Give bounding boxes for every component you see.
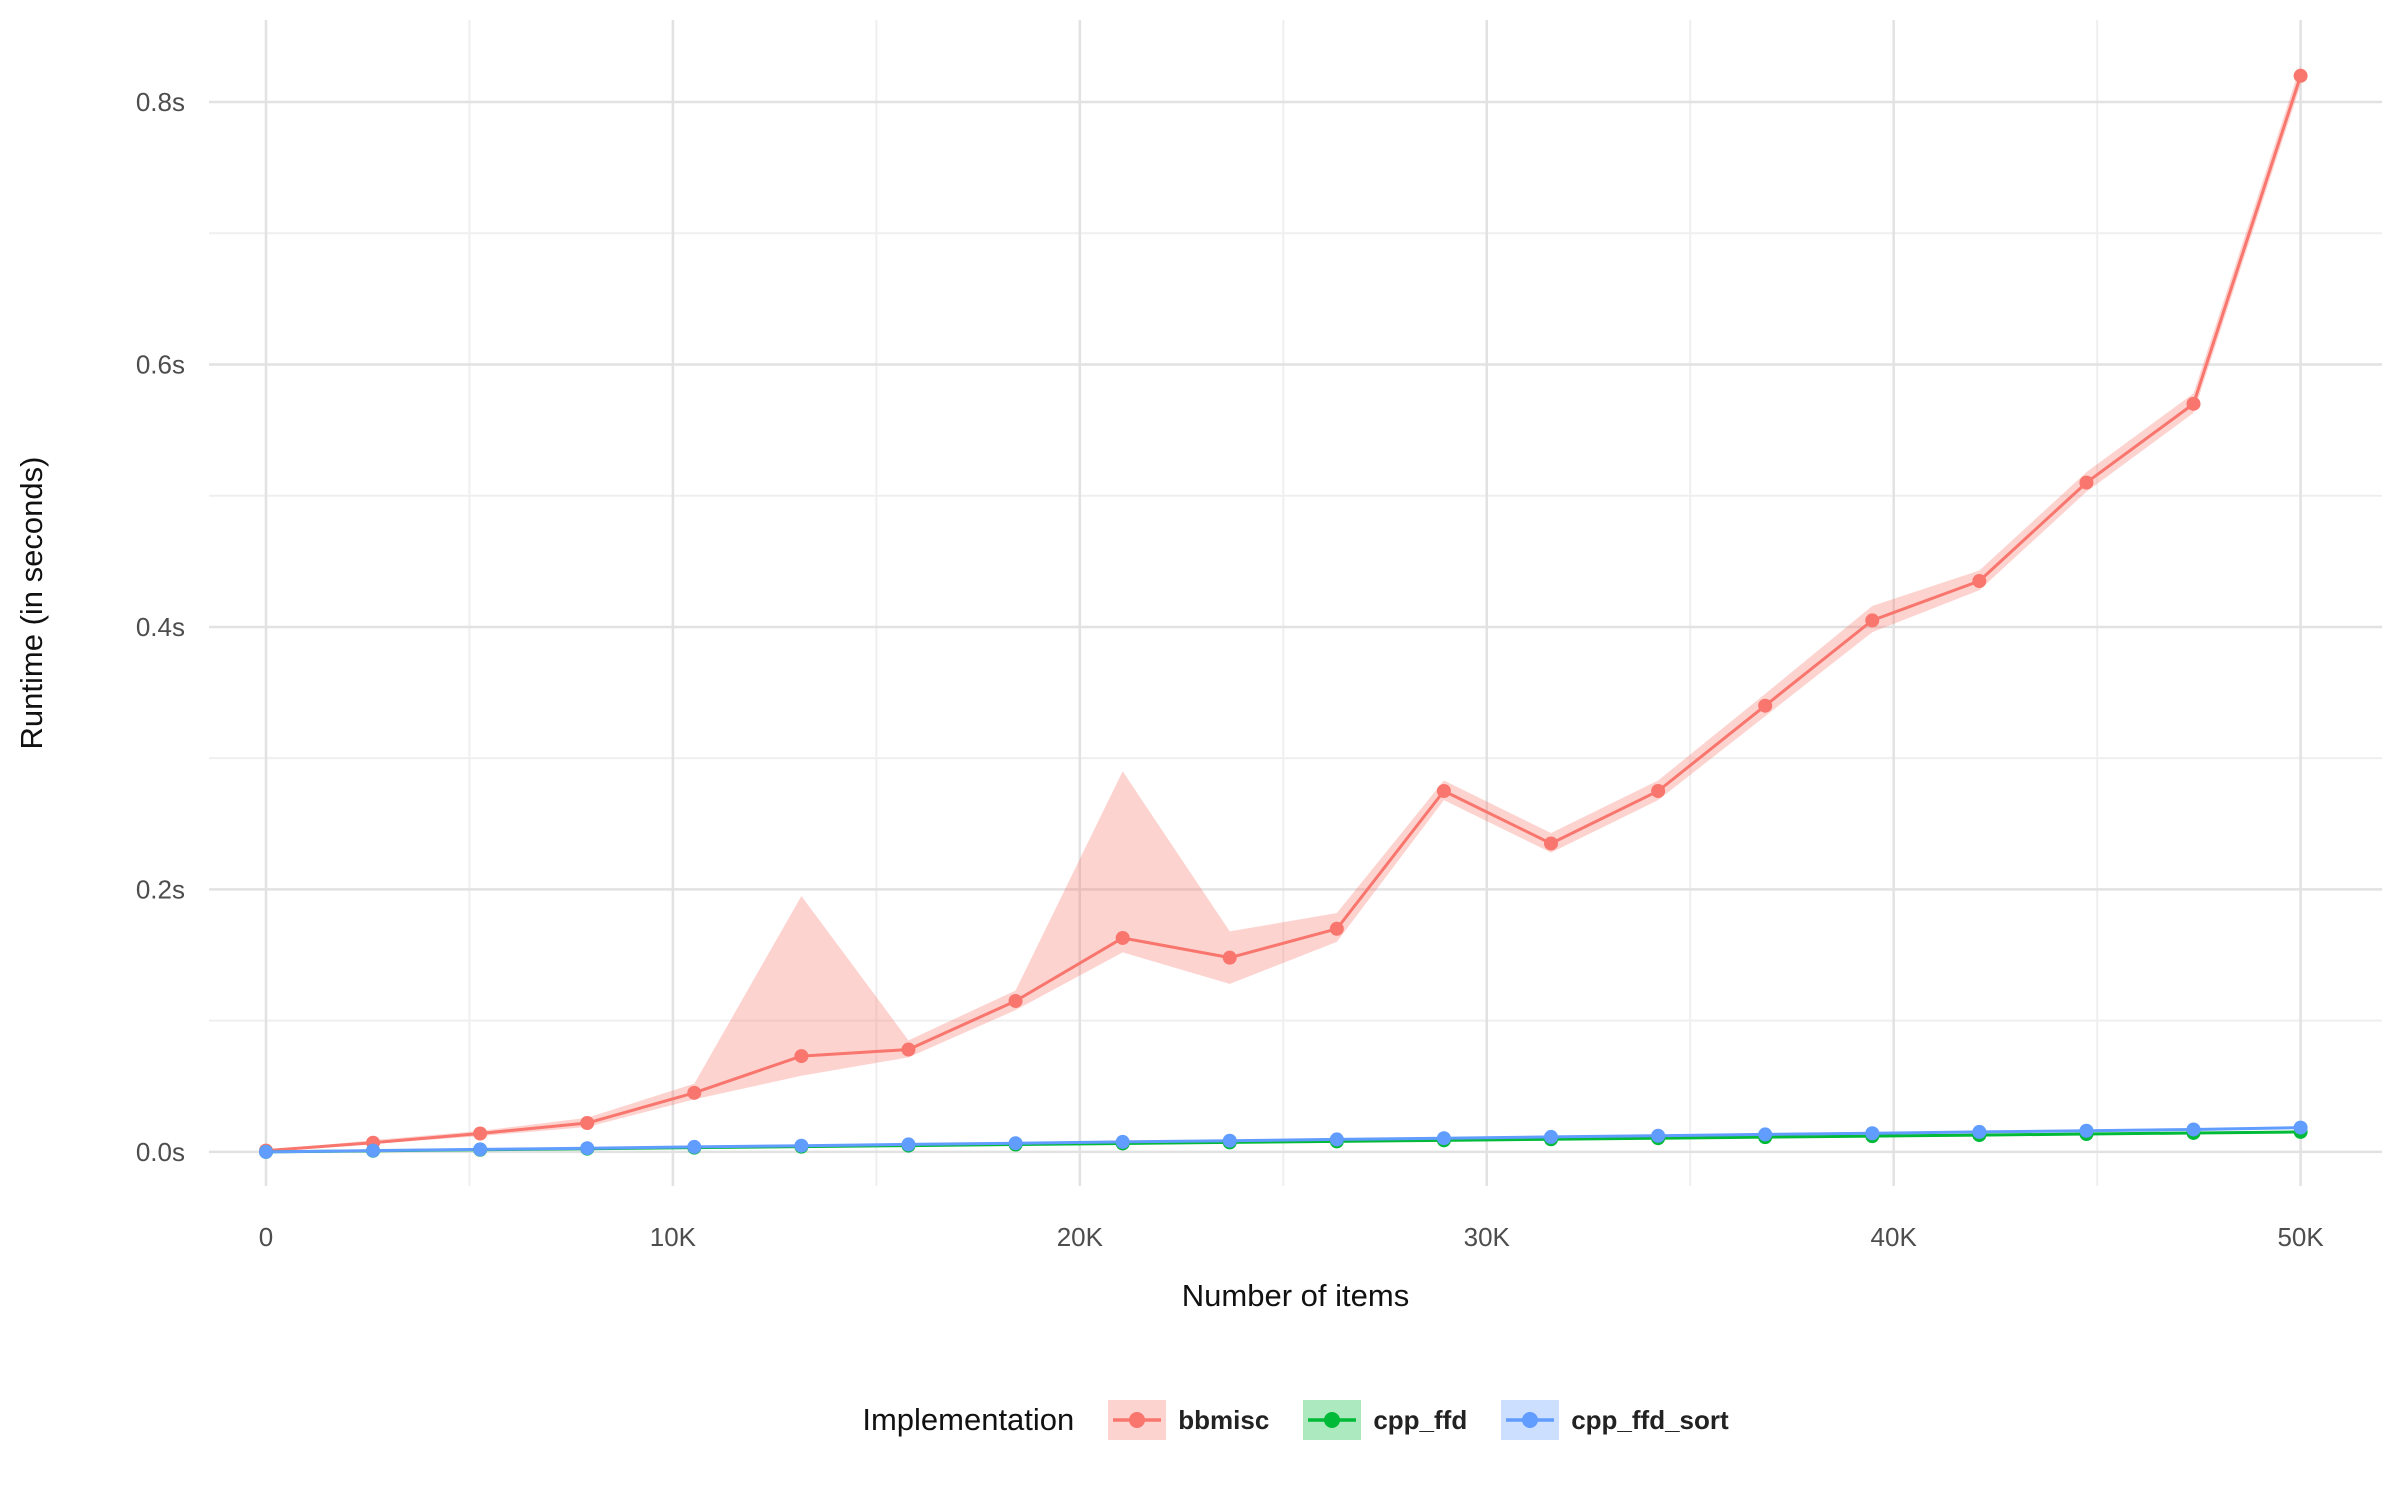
series-lines bbox=[264, 74, 2303, 1154]
legend-key-bbmisc bbox=[1108, 1400, 1167, 1440]
data-point-cpp_ffd_sort bbox=[258, 1144, 273, 1159]
data-point-cpp_ffd_sort bbox=[1651, 1128, 1666, 1143]
data-point-cpp_ffd_sort bbox=[1008, 1136, 1023, 1151]
x-axis-tick-labels: 0 10K 20K 30K 40K 50K bbox=[259, 1222, 2325, 1252]
data-point-cpp_ffd_sort bbox=[687, 1139, 702, 1154]
series-points bbox=[258, 68, 2308, 1159]
legend-item-cpp_ffd: cpp_ffd bbox=[1303, 1400, 1467, 1440]
data-point-bbmisc bbox=[1329, 921, 1344, 936]
legend-label-bbmisc: bbmisc bbox=[1178, 1404, 1270, 1435]
data-point-bbmisc bbox=[1865, 613, 1880, 628]
x-axis-title: Number of items bbox=[1181, 1278, 1410, 1313]
data-point-bbmisc bbox=[2186, 396, 2201, 411]
data-point-cpp_ffd_sort bbox=[901, 1137, 916, 1152]
y-tick-label: 0.0s bbox=[136, 1137, 185, 1167]
data-point-cpp_ffd_sort bbox=[2293, 1120, 2308, 1135]
x-tick-label: 40K bbox=[1871, 1222, 1918, 1252]
data-point-cpp_ffd_sort bbox=[1865, 1126, 1880, 1141]
gridlines-major bbox=[209, 20, 2382, 1186]
legend-label-cpp_ffd_sort: cpp_ffd_sort bbox=[1571, 1404, 1729, 1435]
data-point-bbmisc bbox=[2079, 475, 2094, 490]
y-tick-label: 0.8s bbox=[136, 87, 185, 117]
y-axis-title: Runtime (in seconds) bbox=[14, 457, 49, 750]
data-point-cpp_ffd_sort bbox=[1115, 1134, 1130, 1149]
y-tick-label: 0.4s bbox=[136, 612, 185, 642]
runtime-line-chart: 0.0s 0.2s 0.4s 0.6s 0.8s 0 10K 20K 30K 40K 50K Ru… bbox=[14, 20, 2382, 1252]
data-point-cpp_ffd_sort bbox=[1972, 1124, 1987, 1139]
data-point-bbmisc bbox=[1544, 836, 1559, 851]
y-tick-label: 0.2s bbox=[136, 874, 185, 904]
ribbon-bbmisc bbox=[265, 65, 2301, 1151]
data-point-bbmisc bbox=[1436, 783, 1451, 798]
data-point-cpp_ffd_sort bbox=[580, 1141, 595, 1156]
x-tick-label: 10K bbox=[650, 1222, 697, 1252]
data-point-bbmisc bbox=[2293, 68, 2308, 83]
data-point-bbmisc bbox=[1008, 993, 1023, 1008]
legend-item-bbmisc: bbmisc bbox=[1108, 1400, 1269, 1440]
y-tick-label: 0.6s bbox=[136, 349, 185, 379]
data-point-bbmisc bbox=[1222, 950, 1237, 965]
data-point-bbmisc bbox=[1115, 930, 1130, 945]
data-point-cpp_ffd_sort bbox=[366, 1143, 381, 1158]
data-point-cpp_ffd_sort bbox=[1222, 1133, 1237, 1148]
data-point-bbmisc bbox=[580, 1116, 595, 1131]
data-point-bbmisc bbox=[1758, 698, 1773, 713]
legend-key-point bbox=[1522, 1412, 1539, 1428]
legend-key-point bbox=[1129, 1412, 1146, 1428]
data-point-cpp_ffd_sort bbox=[1544, 1129, 1559, 1144]
gridlines-minor bbox=[209, 20, 2382, 1186]
x-tick-label: 50K bbox=[2277, 1222, 2324, 1252]
legend-key-cpp_ffd_sort bbox=[1501, 1400, 1560, 1440]
series-line-bbmisc bbox=[264, 74, 2303, 1153]
x-tick-label: 0 bbox=[259, 1222, 273, 1252]
data-point-bbmisc bbox=[1651, 783, 1666, 798]
legend-item-cpp_ffd_sort: cpp_ffd_sort bbox=[1501, 1400, 1729, 1440]
data-point-cpp_ffd_sort bbox=[1436, 1131, 1451, 1146]
legend-key-point bbox=[1324, 1412, 1341, 1428]
data-point-cpp_ffd_sort bbox=[473, 1142, 488, 1157]
legend-key-cpp_ffd bbox=[1303, 1400, 1362, 1440]
legend-title: Implementation bbox=[862, 1402, 1075, 1437]
legend: Implementation bbmisc cpp_ffd cpp_ffd_sort bbox=[0, 1400, 2400, 1440]
data-point-bbmisc bbox=[1972, 574, 1987, 589]
data-point-bbmisc bbox=[901, 1042, 916, 1057]
confidence-ribbons bbox=[265, 65, 2301, 1151]
data-point-bbmisc bbox=[794, 1049, 809, 1064]
data-point-bbmisc bbox=[473, 1126, 488, 1141]
data-point-cpp_ffd_sort bbox=[1329, 1132, 1344, 1147]
data-point-cpp_ffd_sort bbox=[2079, 1123, 2094, 1138]
y-axis-tick-labels: 0.0s 0.2s 0.4s 0.6s 0.8s bbox=[136, 87, 185, 1167]
legend-label-cpp_ffd: cpp_ffd bbox=[1373, 1404, 1468, 1435]
series-line-cpp_ffd_sort bbox=[264, 1126, 2303, 1154]
legend-items: bbmisc cpp_ffd cpp_ffd_sort bbox=[1108, 1400, 1729, 1440]
x-tick-label: 30K bbox=[1464, 1222, 1511, 1252]
data-point-cpp_ffd_sort bbox=[2186, 1122, 2201, 1137]
x-tick-label: 20K bbox=[1057, 1222, 1104, 1252]
data-point-cpp_ffd_sort bbox=[1758, 1127, 1773, 1142]
data-point-bbmisc bbox=[687, 1085, 702, 1100]
data-point-cpp_ffd_sort bbox=[794, 1138, 809, 1153]
